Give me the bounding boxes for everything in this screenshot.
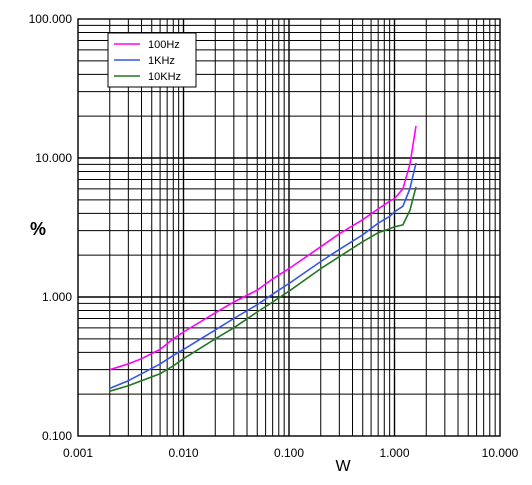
- y-tick-label: 10.000: [35, 151, 72, 165]
- legend-label: 100Hz: [148, 39, 180, 51]
- series-line-10khz: [109, 186, 417, 392]
- y-axis-label: %: [30, 219, 46, 239]
- x-tick-label: 1.000: [379, 446, 409, 460]
- y-tick-label: 0.100: [42, 429, 72, 443]
- x-tick-label: 10.000: [482, 446, 519, 460]
- legend-label: 1KHz: [148, 55, 175, 67]
- y-tick-label: 100.000: [29, 12, 73, 26]
- series-line-100hz: [109, 125, 417, 371]
- x-tick-label: 0.001: [63, 446, 93, 460]
- x-tick-label: 0.010: [168, 446, 198, 460]
- x-axis-label: W: [335, 458, 351, 475]
- plot-frame: [77, 18, 501, 437]
- x-tick-label: 0.100: [274, 446, 304, 460]
- y-tick-label: 1.000: [42, 290, 72, 304]
- series-line-1khz: [109, 162, 417, 390]
- legend-label: 10KHz: [148, 71, 181, 83]
